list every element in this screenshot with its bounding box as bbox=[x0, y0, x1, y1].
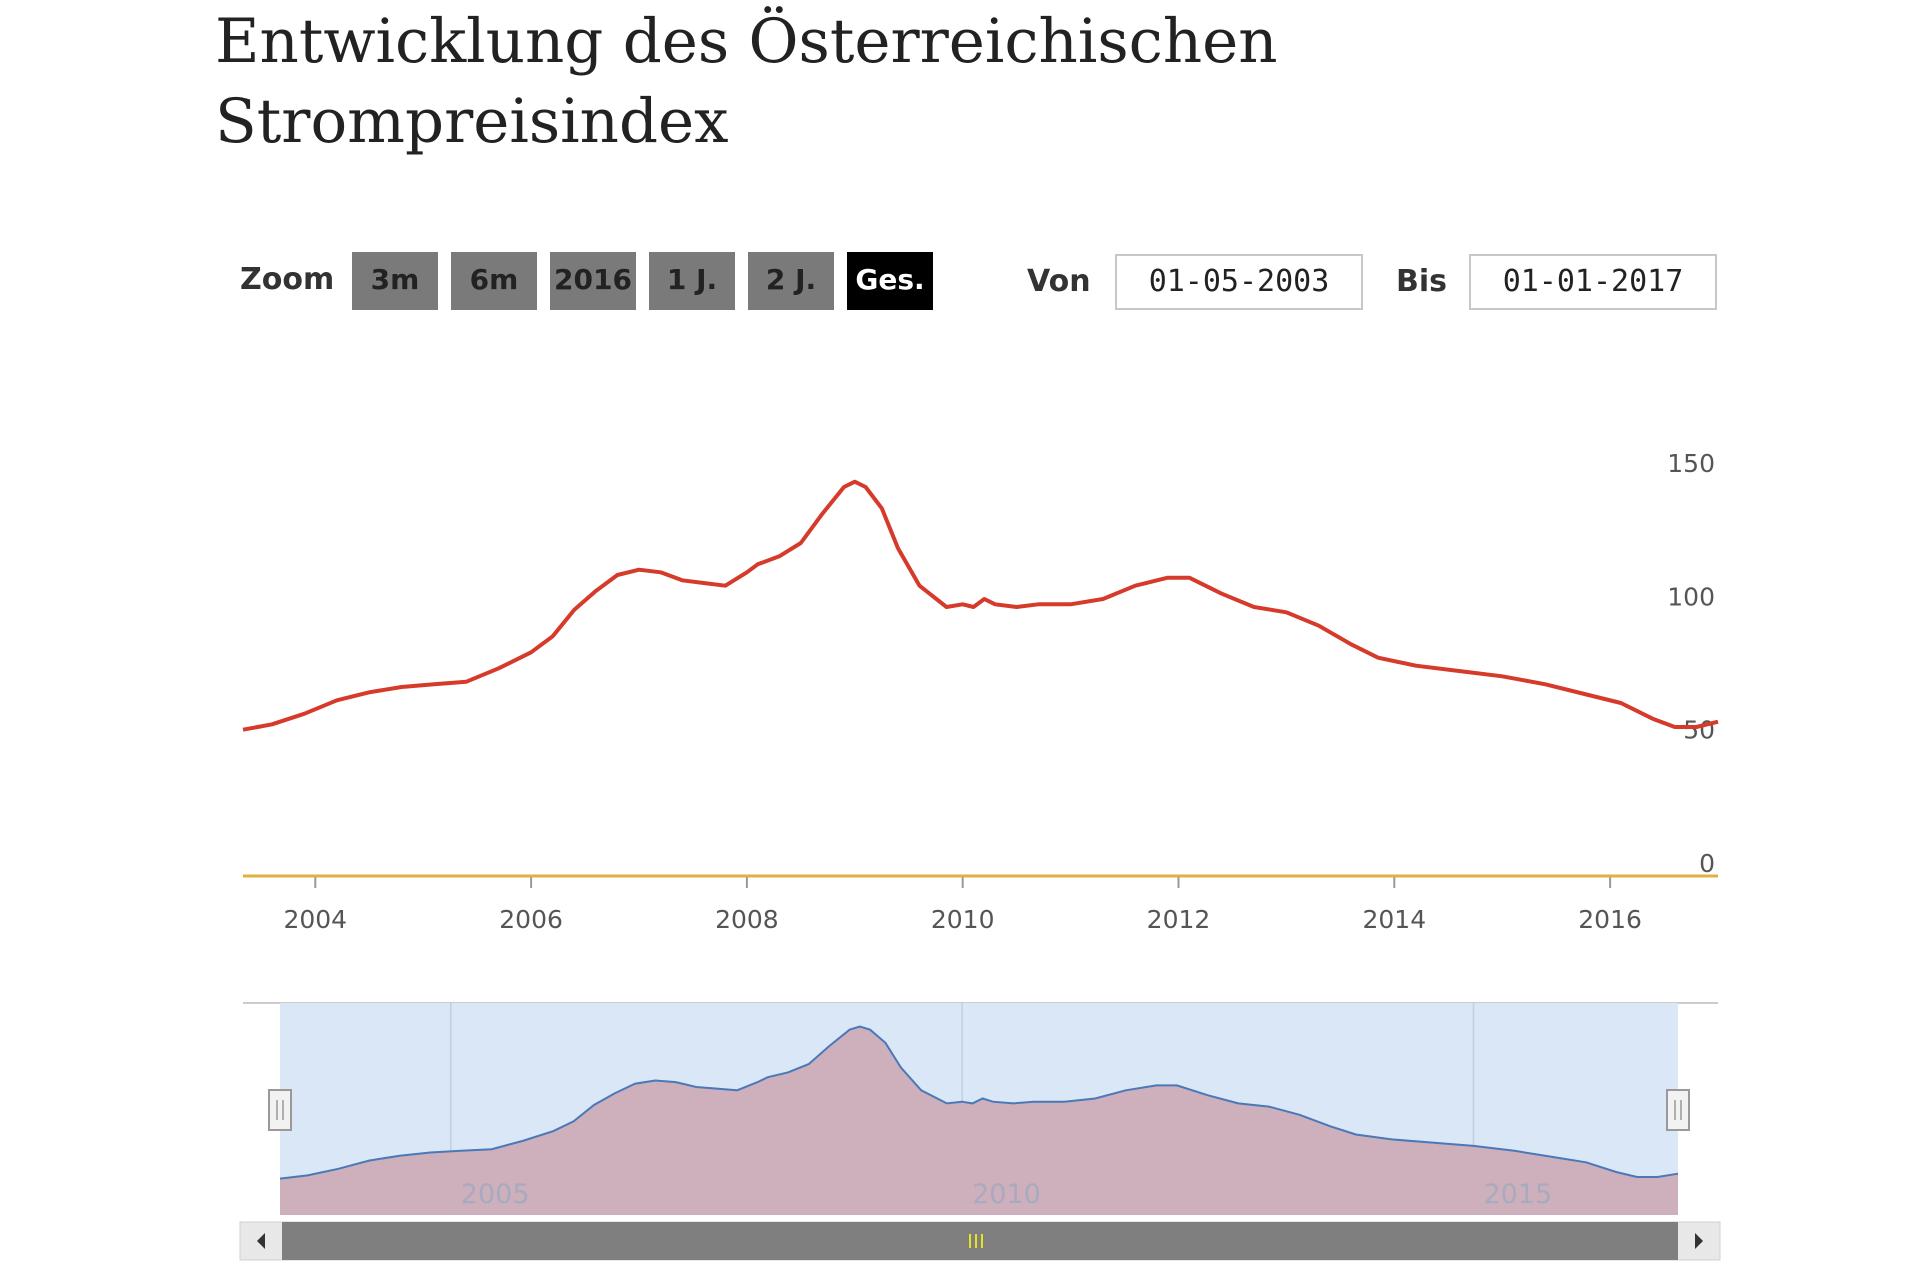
page-title: Entwicklung des Österreichischen Strompr… bbox=[215, 6, 1278, 157]
navigator-area bbox=[280, 1026, 1678, 1215]
scroll-right-arrow-icon[interactable] bbox=[1695, 1233, 1703, 1249]
y-tick-label: 0 bbox=[1699, 849, 1715, 878]
scrollbar-thumb bbox=[282, 1222, 1678, 1260]
navigator-line bbox=[279, 1025, 1679, 1180]
zoom-6m-button[interactable]: 6m bbox=[451, 252, 537, 310]
navigator-left-handle[interactable] bbox=[268, 1089, 292, 1131]
x-tick-label: 2014 bbox=[1362, 905, 1426, 934]
navigator-right-handle[interactable] bbox=[1666, 1089, 1690, 1131]
zoom-3m-button[interactable]: 3m bbox=[352, 252, 438, 310]
navigator-tick-label: 2015 bbox=[1483, 1179, 1552, 1210]
navigator-tick-label: 2005 bbox=[461, 1179, 530, 1210]
scroll-left-arrow-icon[interactable] bbox=[257, 1233, 265, 1249]
from-label: Von bbox=[1027, 264, 1091, 299]
zoom-2016-button[interactable]: 2016 bbox=[550, 252, 636, 310]
x-tick-label: 2016 bbox=[1578, 905, 1642, 934]
y-tick-label: 50 bbox=[1683, 716, 1715, 745]
zoom-1j-button[interactable]: 1 J. bbox=[649, 252, 735, 310]
y-tick-label: 100 bbox=[1667, 582, 1715, 611]
from-date-input[interactable]: 01-05-2003 bbox=[1115, 254, 1363, 310]
x-tick-label: 2010 bbox=[931, 905, 995, 934]
to-label: Bis bbox=[1396, 264, 1448, 299]
zoom-label: Zoom bbox=[240, 262, 335, 297]
navigator: 2005 2010 2015 bbox=[243, 1002, 1718, 1215]
handle-body bbox=[1666, 1089, 1690, 1131]
x-tick-label: 2004 bbox=[283, 905, 347, 934]
handle-body bbox=[268, 1089, 292, 1131]
scrollbar[interactable] bbox=[239, 1221, 1721, 1261]
y-tick-label: 150 bbox=[1667, 449, 1715, 478]
navigator-tick-label: 2010 bbox=[972, 1179, 1041, 1210]
x-tick-label: 2012 bbox=[1147, 905, 1211, 934]
x-tick-label: 2006 bbox=[499, 905, 563, 934]
zoom-all-button[interactable]: Ges. bbox=[847, 252, 933, 310]
zoom-2j-button[interactable]: 2 J. bbox=[748, 252, 834, 310]
to-date-input[interactable]: 01-01-2017 bbox=[1469, 254, 1717, 310]
series-line bbox=[242, 479, 1719, 732]
x-tick-label: 2008 bbox=[715, 905, 779, 934]
